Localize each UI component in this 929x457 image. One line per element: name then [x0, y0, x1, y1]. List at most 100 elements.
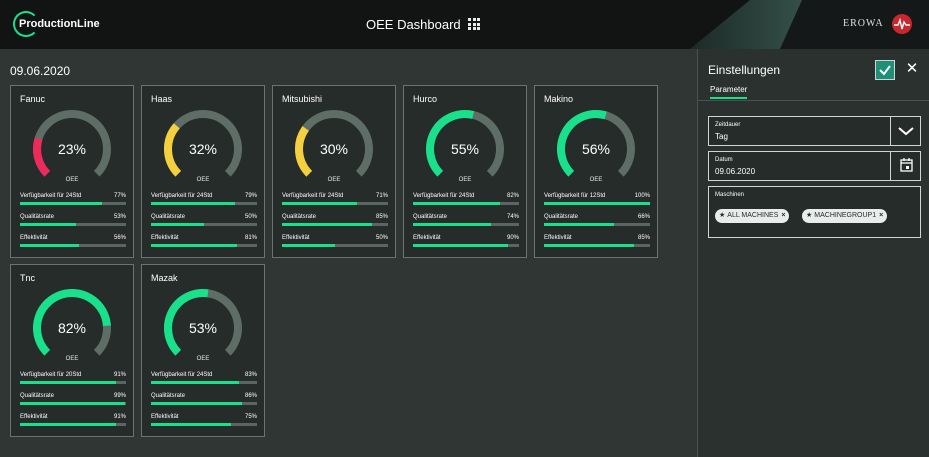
machine-name: Haas — [151, 94, 173, 104]
metric-progress-bar — [151, 381, 257, 384]
metric-label: Effektivität — [20, 414, 48, 420]
maschinen-field[interactable]: Maschinen ★ ALL MACHINES × ★ MACHINEGROUP1 × — [708, 186, 921, 238]
chip-machinegroup1[interactable]: ★ MACHINEGROUP1 × — [802, 209, 888, 223]
datum-value: 09.06.2020 — [715, 167, 756, 176]
metric-row: Verfügbarkeit für 24Std 83% — [151, 372, 257, 384]
machine-card[interactable]: Makino 56% OEE Verfügbarkeit für 12Std 100% Q… — [534, 85, 658, 258]
metric-row: Effektivität 56% — [20, 235, 126, 247]
metric-label: Verfügbarkeit für 12Std — [544, 193, 606, 199]
metric-progress-bar — [282, 202, 388, 205]
metric-row: Verfügbarkeit für 20Std 91% — [20, 372, 126, 384]
metric-label: Effektivität — [282, 235, 310, 241]
metric-value: 83% — [244, 372, 257, 378]
apply-button[interactable] — [875, 60, 895, 80]
metric-row: Qualitätsrate 99% — [20, 393, 126, 405]
tab-parameter[interactable]: Parameter — [710, 85, 748, 99]
metric-progress-fill — [413, 244, 509, 247]
metric-progress-fill — [413, 223, 492, 226]
oee-label: OEE — [196, 356, 210, 362]
machine-card[interactable]: Haas 32% OEE Verfügbarkeit für 24Std 79% Qual… — [141, 85, 265, 258]
metric-progress-fill — [20, 202, 102, 205]
metric-value: 50% — [375, 235, 388, 241]
tab-divider — [698, 100, 929, 101]
machine-card[interactable]: Hurco 55% OEE Verfügbarkeit für 24Std 82% Qua… — [403, 85, 527, 258]
remove-chip-icon[interactable]: × — [879, 212, 884, 219]
close-icon[interactable]: ✕ — [905, 60, 919, 77]
machine-name: Mitsubishi — [282, 94, 323, 104]
metric-row: Effektivität 81% — [151, 235, 257, 247]
machine-card[interactable]: Tnc 82% OEE Verfügbarkeit für 20Std 91% Quali… — [10, 264, 134, 437]
metric-progress-bar — [20, 423, 126, 426]
metric-value: 85% — [375, 214, 388, 220]
metric-row: Verfügbarkeit für 24Std 77% — [20, 193, 126, 205]
metric-label: Verfügbarkeit für 24Std — [151, 193, 213, 199]
metric-progress-bar — [20, 381, 126, 384]
metric-row: Qualitätsrate 53% — [20, 214, 126, 226]
gauge-value-arc — [426, 110, 475, 177]
oee-percent: 32% — [188, 141, 218, 157]
dashboard-date: 09.06.2020 — [10, 64, 71, 78]
metric-progress-fill — [20, 223, 77, 226]
oee-gauge — [164, 289, 242, 356]
metric-progress-fill — [544, 223, 614, 226]
star-icon: ★ — [806, 212, 813, 219]
machine-card[interactable]: Mitsubishi 30% OEE Verfügbarkeit für 24Std 7… — [272, 85, 396, 258]
oee-gauge — [164, 110, 242, 177]
chip-all-machines[interactable]: ★ ALL MACHINES × — [715, 209, 790, 223]
metric-value: 81% — [244, 235, 257, 241]
metric-label: Qualitätsrate — [282, 214, 317, 220]
metric-value: 77% — [113, 193, 126, 199]
metric-progress-bar — [20, 202, 126, 205]
metric-progress-fill — [151, 244, 237, 247]
metric-progress-fill — [544, 244, 635, 247]
metric-row: Qualitätsrate 85% — [282, 214, 388, 226]
metric-value: 85% — [637, 235, 650, 241]
metric-progress-fill — [151, 402, 243, 405]
erowa-brand-logo: EROWA — [843, 18, 884, 29]
metric-value: 91% — [113, 372, 126, 378]
machine-card[interactable]: Fanuc 23% OEE Verfügbarkeit für 24Std 77% Qua… — [10, 85, 134, 258]
oee-gauge — [426, 110, 504, 177]
metric-progress-bar — [413, 202, 519, 205]
metric-value: 79% — [244, 193, 257, 199]
productionline-logo[interactable]: ProductionLine — [13, 11, 100, 39]
metric-progress-fill — [151, 202, 235, 205]
metric-row: Verfügbarkeit für 12Std 100% — [544, 193, 650, 205]
metric-row: Verfügbarkeit für 24Std 71% — [282, 193, 388, 205]
metric-progress-fill — [20, 423, 117, 426]
metric-progress-bar — [544, 223, 650, 226]
chevron-down-icon[interactable] — [890, 117, 920, 145]
zeitdauer-select[interactable]: Zeitdauer Tag — [708, 116, 921, 146]
datum-field[interactable]: Datum 09.06.2020 — [708, 151, 921, 181]
metric-progress-fill — [413, 202, 500, 205]
metric-progress-fill — [544, 202, 650, 205]
oee-percent: 53% — [188, 320, 218, 336]
apps-grid-icon[interactable] — [468, 18, 480, 30]
oee-label: OEE — [458, 177, 472, 183]
metric-progress-bar — [413, 223, 519, 226]
calendar-icon[interactable] — [890, 152, 920, 180]
metric-progress-fill — [151, 223, 204, 226]
metric-progress-bar — [20, 223, 126, 226]
settings-title: Einstellungen — [708, 63, 781, 77]
oee-label: OEE — [65, 356, 79, 362]
metric-value: 50% — [244, 214, 257, 220]
metric-label: Verfügbarkeit für 24Std — [282, 193, 344, 199]
checkmark-icon — [879, 65, 891, 76]
chip-label: ALL MACHINES — [727, 212, 779, 219]
machine-card[interactable]: Mazak 53% OEE Verfügbarkeit für 24Std 83% Qua… — [141, 264, 265, 437]
metric-value: 56% — [113, 235, 126, 241]
oee-label: OEE — [327, 177, 341, 183]
zeitdauer-value: Tag — [715, 132, 728, 141]
oee-gauge — [295, 110, 373, 177]
metric-value: 99% — [113, 393, 126, 399]
remove-chip-icon[interactable]: × — [781, 212, 786, 219]
oee-label: OEE — [196, 177, 210, 183]
machine-name: Tnc — [20, 273, 36, 283]
metric-label: Qualitätsrate — [413, 214, 448, 220]
oee-percent: 56% — [581, 141, 611, 157]
metric-row: Verfügbarkeit für 24Std 79% — [151, 193, 257, 205]
metric-row: Effektivität 50% — [282, 235, 388, 247]
metric-row: Verfügbarkeit für 24Std 82% — [413, 193, 519, 205]
metric-progress-bar — [282, 223, 388, 226]
